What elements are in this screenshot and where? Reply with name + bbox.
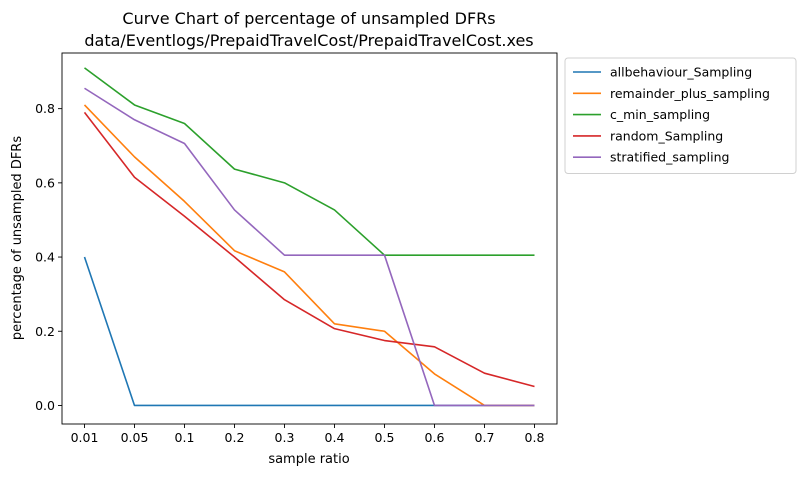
y-tick-label: 0.2 (35, 324, 55, 339)
x-tick-label: 0.01 (71, 430, 99, 445)
series-line-stratified_sampling (84, 87, 535, 407)
series-line-allbehaviour_Sampling (83, 256, 535, 407)
chart-title: Curve Chart of percentage of unsampled D… (122, 9, 495, 28)
legend-label-stratified_sampling: stratified_sampling (610, 150, 729, 165)
x-tick-label: 0.7 (475, 430, 495, 445)
x-tick-label: 0.3 (275, 430, 295, 445)
series-line-remainder_plus_sampling (83, 104, 535, 407)
legend-label-remainder_plus_sampling: remainder_plus_sampling (610, 86, 770, 101)
legend: allbehaviour_Sampling remainder_plus_samp… (564, 57, 797, 174)
x-axis-label: sample ratio (268, 452, 349, 467)
series-line-c_min_sampling (84, 67, 535, 256)
y-axis-label: percentage of unsampled DFRs (10, 136, 25, 340)
y-tick-label: 0.8 (35, 101, 55, 116)
plot-frame (61, 52, 558, 425)
series-line-random_Sampling (83, 111, 535, 388)
x-tick-label: 0.1 (175, 430, 195, 445)
x-tick-label: 0.5 (375, 430, 395, 445)
x-tick-label: 0.2 (225, 430, 245, 445)
y-tick-label: 0.6 (35, 175, 55, 190)
legend-box (564, 57, 797, 174)
x-tick-label: 0.8 (525, 430, 545, 445)
x-tick-label: 0.05 (121, 430, 149, 445)
y-tick-label: 0.0 (35, 398, 55, 413)
y-tick-label: 0.4 (35, 250, 55, 265)
x-tick-label: 0.4 (325, 430, 345, 445)
x-tick-label: 0.6 (425, 430, 445, 445)
legend-label-allbehaviour_Sampling: allbehaviour_Sampling (610, 65, 752, 80)
legend-label-random_Sampling: random_Sampling (610, 128, 723, 143)
plot-area: 0.01 0.05 0.1 0.2 0.3 0.4 0.5 0.6 0.7 0.8 0.0 0.2 0.… (35, 52, 558, 445)
chart-subtitle: data/Eventlogs/PrepaidTravelCost/Prepaid… (84, 31, 533, 50)
legend-label-c_min_sampling: c_min_sampling (610, 107, 710, 122)
